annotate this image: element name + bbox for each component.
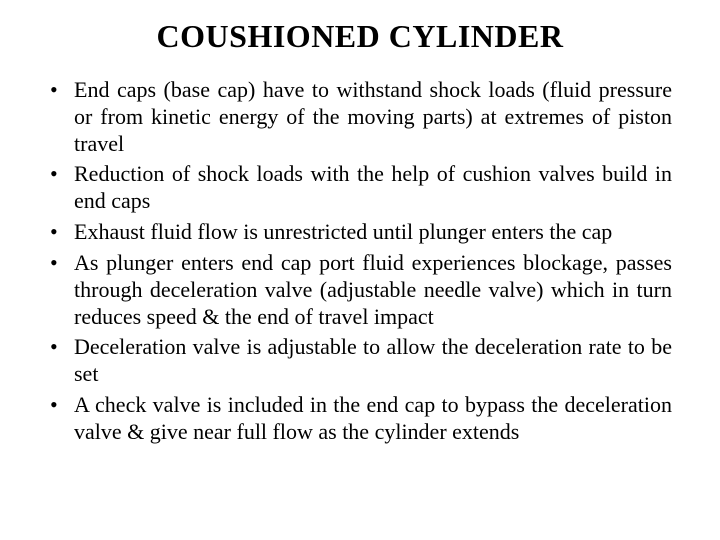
list-item: End caps (base cap) have to withstand sh… [48, 77, 672, 157]
list-item: Reduction of shock loads with the help o… [48, 161, 672, 215]
list-item: Deceleration valve is adjustable to allo… [48, 334, 672, 388]
list-item: A check valve is included in the end cap… [48, 392, 672, 446]
slide: COUSHIONED CYLINDER End caps (base cap) … [0, 0, 720, 540]
slide-title: COUSHIONED CYLINDER [48, 18, 672, 55]
list-item: As plunger enters end cap port fluid exp… [48, 250, 672, 330]
list-item: Exhaust fluid flow is unrestricted until… [48, 219, 672, 246]
bullet-list: End caps (base cap) have to withstand sh… [48, 77, 672, 446]
